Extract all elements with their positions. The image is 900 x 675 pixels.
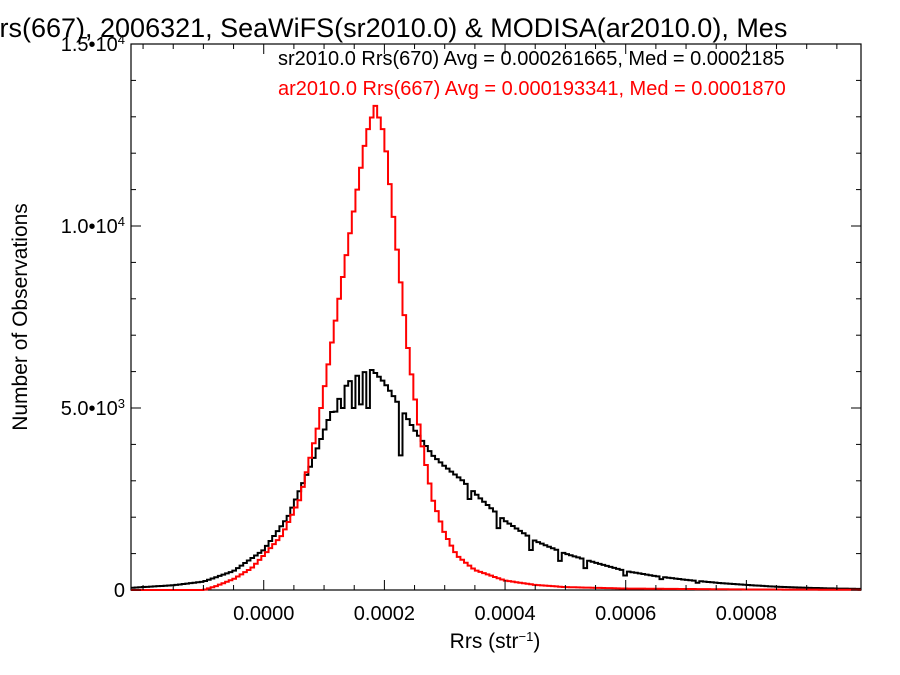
x-axis-label-text: Rrs (str xyxy=(450,630,519,653)
x-tick-label: 0.0002 xyxy=(354,603,415,625)
x-axis-ticks: 0.0000 0.0002 0.0004 0.0006 0.0008 xyxy=(142,44,838,625)
legend-entry-ar2010: ar2010.0 Rrs(667) Avg = 0.000193341, Med… xyxy=(278,78,786,100)
y-tick-label: 1.0•104 xyxy=(61,214,125,239)
x-tick-label: 0.0004 xyxy=(474,603,535,625)
chart-title: Rrs(667), 2006321, SeaWiFS(sr2010.0) & M… xyxy=(0,13,787,43)
y-tick-label: 5.0•103 xyxy=(61,396,125,421)
plot-border xyxy=(130,43,862,591)
series-sr2010-line xyxy=(131,368,861,590)
x-axis-label-exponent: −1 xyxy=(519,629,534,644)
x-axis-label-close: ) xyxy=(533,630,540,653)
series-layer xyxy=(131,104,861,591)
legend-entry-sr2010: sr2010.0 Rrs(670) Avg = 0.000261665, Med… xyxy=(278,48,785,70)
y-tick-label: 0 xyxy=(114,580,125,602)
y-axis-ticks: 0 5.0•103 1.0•104 1.5•104 xyxy=(61,32,861,602)
y-tick-label: 1.5•104 xyxy=(61,32,125,57)
x-axis-label: Rrs (str−1) xyxy=(450,629,541,654)
x-tick-label: 0.0008 xyxy=(716,603,777,625)
y-axis-label: Number of Observations xyxy=(9,203,32,431)
x-tick-label: 0.0000 xyxy=(233,603,294,625)
plot-frame xyxy=(130,43,862,591)
x-tick-label: 0.0006 xyxy=(595,603,656,625)
